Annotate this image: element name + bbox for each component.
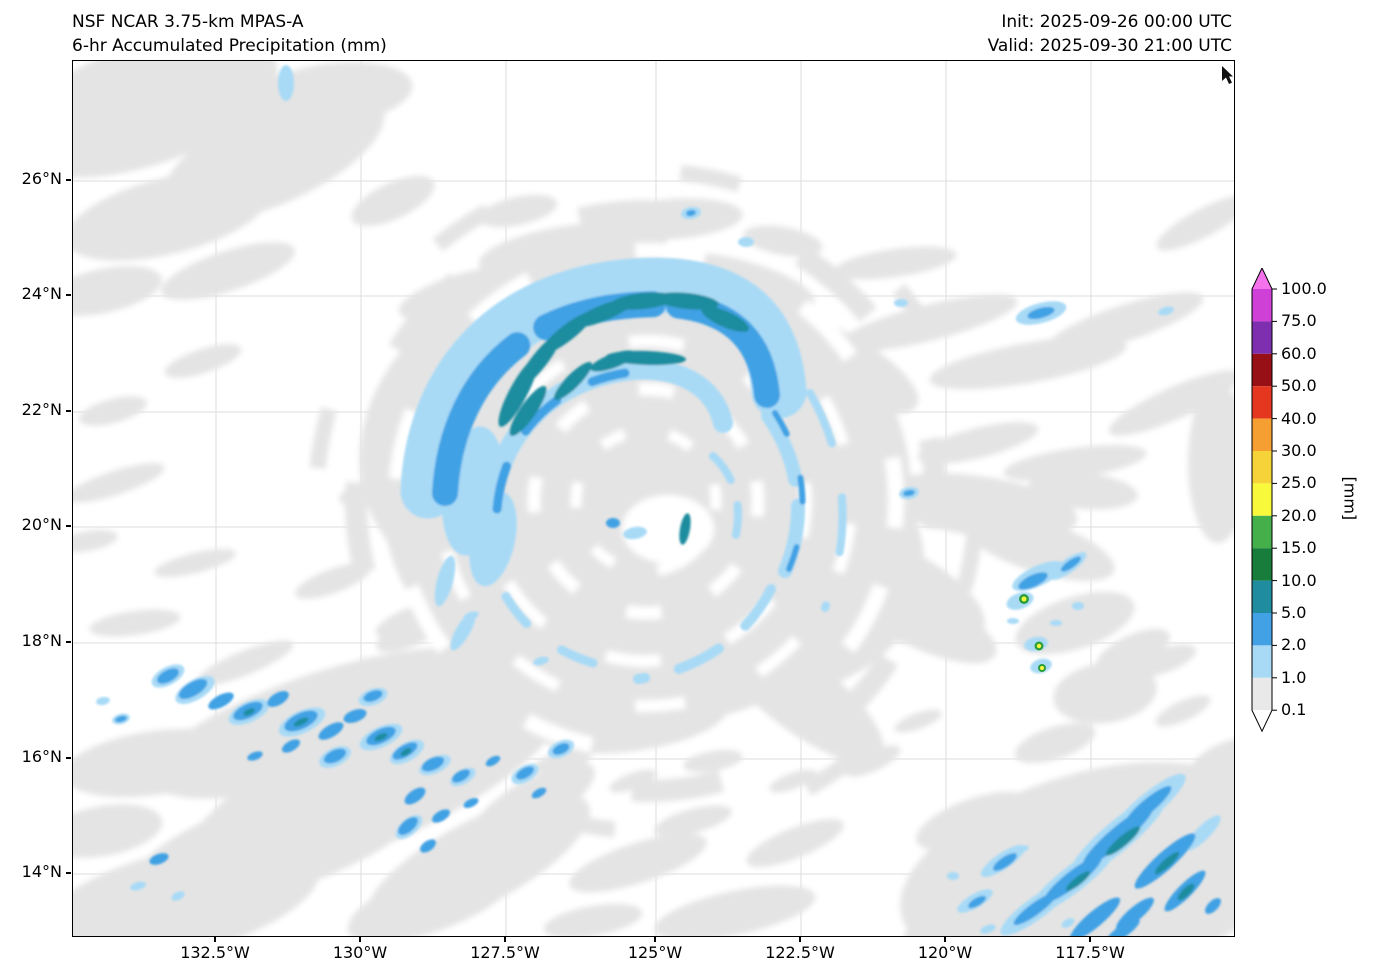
x-tick-label: 130°W xyxy=(332,943,388,962)
colorbar-tick-label: 40.0 xyxy=(1281,409,1317,428)
colorbar-tick-label: 75.0 xyxy=(1281,311,1317,330)
timestamp-block: Init: 2025-09-26 00:00 UTC Valid: 2025-0… xyxy=(988,10,1232,58)
colorbar-tick-label: 100.0 xyxy=(1281,279,1327,298)
x-tick-mark xyxy=(1089,937,1091,942)
colorbar xyxy=(1250,266,1280,733)
colorbar-tick-label: 2.0 xyxy=(1281,635,1307,654)
colorbar-tick-label: 15.0 xyxy=(1281,538,1317,557)
y-tick-mark xyxy=(66,757,71,759)
y-tick-mark xyxy=(66,294,71,296)
y-tick-label: 18°N xyxy=(21,631,62,650)
colorbar-tick-label: 50.0 xyxy=(1281,376,1317,395)
x-tick-label: 120°W xyxy=(917,943,973,962)
figure-title-block: NSF NCAR 3.75-km MPAS-A 6-hr Accumulated… xyxy=(72,10,387,58)
colorbar-canvas xyxy=(1251,266,1277,733)
x-tick-mark xyxy=(799,937,801,942)
init-timestamp: Init: 2025-09-26 00:00 UTC xyxy=(1001,12,1232,32)
x-tick-label: 117.5°W xyxy=(1055,943,1125,962)
trace-precip-layer xyxy=(73,61,1234,936)
x-tick-mark xyxy=(654,937,656,942)
x-tick-label: 132.5°W xyxy=(180,943,250,962)
heavy-precip-layer xyxy=(243,292,1195,901)
y-tick-label: 22°N xyxy=(21,400,62,419)
x-tick-mark xyxy=(214,937,216,942)
y-tick-mark xyxy=(66,410,71,412)
y-tick-mark xyxy=(66,872,71,874)
convective-max-layer xyxy=(1019,594,1046,672)
x-tick-mark xyxy=(944,937,946,942)
y-tick-label: 24°N xyxy=(21,284,62,303)
colorbar-tick-label: 5.0 xyxy=(1281,603,1307,622)
product-title: 6-hr Accumulated Precipitation (mm) xyxy=(72,36,387,56)
precipitation-map-canvas xyxy=(73,61,1234,936)
map-plot xyxy=(72,60,1235,937)
y-tick-mark xyxy=(66,525,71,527)
y-tick-label: 20°N xyxy=(21,515,62,534)
mouse-cursor-icon xyxy=(1222,66,1233,84)
y-tick-label: 16°N xyxy=(21,747,62,766)
colorbar-tick-label: 10.0 xyxy=(1281,571,1317,590)
model-title: NSF NCAR 3.75-km MPAS-A xyxy=(72,12,304,32)
x-tick-label: 122.5°W xyxy=(765,943,835,962)
y-tick-label: 14°N xyxy=(21,862,62,881)
x-tick-label: 127.5°W xyxy=(470,943,540,962)
y-tick-mark xyxy=(66,179,71,181)
valid-timestamp: Valid: 2025-09-30 21:00 UTC xyxy=(987,36,1232,56)
colorbar-tick-label: 60.0 xyxy=(1281,344,1317,363)
colorbar-tick-label: 25.0 xyxy=(1281,473,1317,492)
colorbar-tick-label: 30.0 xyxy=(1281,441,1317,460)
colorbar-tick-label: 20.0 xyxy=(1281,506,1317,525)
x-tick-mark xyxy=(359,937,361,942)
y-tick-mark xyxy=(66,641,71,643)
colorbar-units-label: [mm] xyxy=(1340,476,1360,521)
colorbar-tick-label: 1.0 xyxy=(1281,668,1307,687)
x-tick-label: 125°W xyxy=(627,943,683,962)
x-tick-mark xyxy=(504,937,506,942)
y-tick-label: 26°N xyxy=(21,169,62,188)
colorbar-tick-label: 0.1 xyxy=(1281,700,1307,719)
